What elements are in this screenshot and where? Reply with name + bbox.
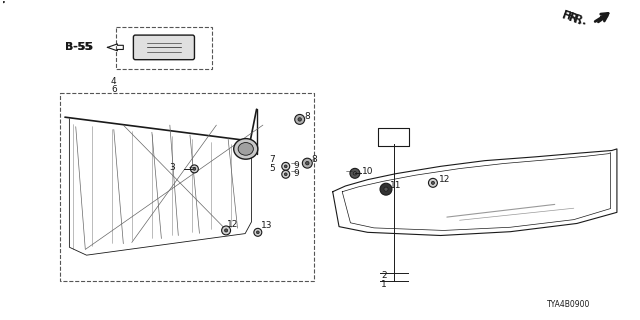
Text: 2: 2 xyxy=(381,271,387,280)
Text: B-55: B-55 xyxy=(65,42,93,52)
Circle shape xyxy=(295,115,305,124)
Circle shape xyxy=(428,178,437,187)
Circle shape xyxy=(305,161,309,165)
Text: FR.: FR. xyxy=(566,11,588,27)
Circle shape xyxy=(284,165,287,168)
Text: —: — xyxy=(290,168,297,174)
Text: 7: 7 xyxy=(269,156,275,164)
Text: 1: 1 xyxy=(381,280,387,289)
Circle shape xyxy=(284,173,287,176)
Circle shape xyxy=(353,172,356,175)
Circle shape xyxy=(298,118,301,121)
Text: —: — xyxy=(189,164,196,171)
Text: 9: 9 xyxy=(293,161,299,170)
Text: 12: 12 xyxy=(439,174,451,184)
Text: 9: 9 xyxy=(293,169,299,178)
Text: 10: 10 xyxy=(362,167,373,176)
Text: 11: 11 xyxy=(390,181,401,190)
Circle shape xyxy=(431,181,435,184)
FancyBboxPatch shape xyxy=(133,35,195,60)
Text: TYA4B0900: TYA4B0900 xyxy=(547,300,591,309)
Text: 8: 8 xyxy=(312,155,317,164)
Text: 12: 12 xyxy=(227,220,239,228)
Circle shape xyxy=(221,226,230,235)
Ellipse shape xyxy=(238,142,253,155)
Circle shape xyxy=(380,183,392,195)
Bar xyxy=(60,93,314,281)
Circle shape xyxy=(384,187,388,191)
Circle shape xyxy=(257,231,259,234)
Circle shape xyxy=(302,158,312,168)
Circle shape xyxy=(282,170,290,178)
Text: FR.: FR. xyxy=(560,9,585,29)
Text: —: — xyxy=(346,168,353,174)
Text: 6: 6 xyxy=(111,85,116,94)
Text: 4: 4 xyxy=(111,77,116,86)
Text: 8: 8 xyxy=(304,112,310,121)
Circle shape xyxy=(350,168,360,178)
Bar xyxy=(116,28,212,69)
Ellipse shape xyxy=(234,139,258,159)
Text: 13: 13 xyxy=(261,221,273,230)
Text: 3: 3 xyxy=(169,163,175,172)
Text: 5: 5 xyxy=(269,164,275,173)
Circle shape xyxy=(193,167,196,170)
Circle shape xyxy=(191,165,198,173)
Circle shape xyxy=(225,229,228,232)
Circle shape xyxy=(282,162,290,170)
Circle shape xyxy=(254,228,262,236)
Text: B-55: B-55 xyxy=(65,42,92,52)
Text: —: — xyxy=(290,160,297,166)
